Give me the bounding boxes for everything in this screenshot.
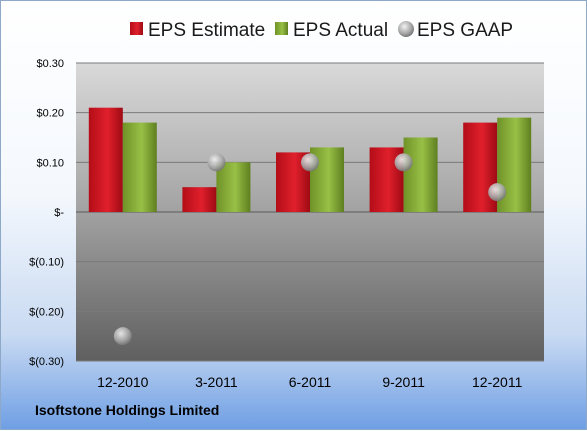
gaap-marker [488, 183, 507, 202]
x-tick-label: 3-2011 [195, 374, 238, 390]
x-axis-ticks: 12-2010 3-2011 6-2011 9-2011 12-2011 [97, 374, 522, 390]
legend-label-estimate: EPS Estimate [148, 20, 265, 41]
gaap-marker [301, 153, 319, 172]
gaap-markers [113, 153, 507, 346]
y-tick-label: $0.30 [36, 58, 64, 70]
company-name: Isoftstone Holdings Limited [35, 402, 220, 418]
gaap-marker [394, 153, 413, 172]
y-axis-ticks: $0.30 $0.20 $0.10 $- $(0.10) $(0.20) $(0.30) [29, 58, 64, 368]
y-tick-label: $(0.20) [29, 306, 64, 318]
gaap-marker [207, 153, 226, 172]
gaap-marker [113, 327, 132, 346]
actual-bar [122, 122, 157, 212]
y-tick-label: $0.10 [36, 157, 64, 169]
x-tick-label: 9-2011 [382, 374, 425, 390]
legend-marker-gaap [398, 21, 414, 37]
legend-label-actual: EPS Actual [293, 20, 388, 41]
actual-bar [216, 162, 251, 212]
y-tick-label: $(0.30) [29, 356, 64, 368]
x-tick-label: 12-2010 [97, 374, 149, 390]
y-tick-label: $(0.10) [29, 257, 64, 269]
x-tick-label: 12-2011 [472, 374, 523, 390]
estimate-bar [182, 187, 217, 212]
y-tick-label: $- [54, 207, 64, 219]
x-tick-label: 6-2011 [289, 374, 332, 390]
legend-swatch-estimate [130, 22, 143, 35]
legend-label-gaap: EPS GAAP [417, 20, 513, 41]
legend: EPS Estimate EPS Actual EPS GAAP [130, 20, 513, 41]
estimate-bar [88, 107, 123, 212]
y-tick-label: $0.20 [36, 108, 64, 120]
legend-swatch-actual [275, 22, 288, 35]
actual-bar [403, 137, 438, 212]
